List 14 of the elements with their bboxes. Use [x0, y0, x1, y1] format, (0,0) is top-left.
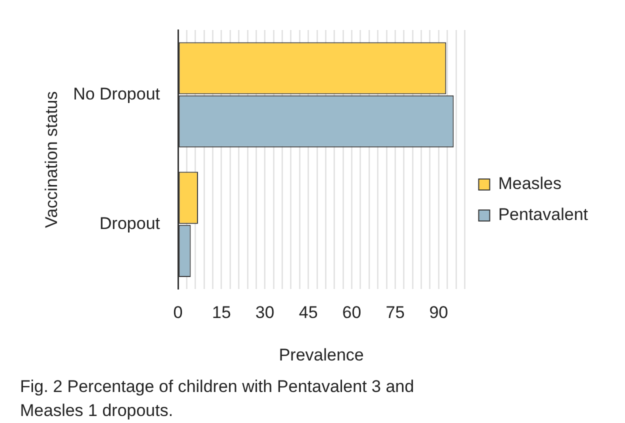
y-axis-title: Vaccination status [42, 91, 61, 228]
x-tick-label: 0 [173, 303, 183, 322]
x-tick-label: 75 [386, 303, 405, 322]
x-tick-label: 90 [429, 303, 448, 322]
y-tick-label: Dropout [100, 214, 160, 234]
y-tick-label: No Dropout [73, 84, 160, 104]
x-tick-label: 45 [298, 303, 318, 322]
x-tick-label: 30 [255, 303, 274, 322]
legend-label: Measles [498, 174, 562, 194]
x-tick-label: 60 [342, 303, 362, 322]
legend-label: Pentavalent [498, 205, 588, 224]
x-tick-label: 15 [212, 303, 231, 322]
x-axis-title: Prevalence [278, 345, 364, 364]
caption: Fig. 2 Percentage of children with Pentavalent 3 and Measles 1 dropouts. [20, 376, 416, 422]
